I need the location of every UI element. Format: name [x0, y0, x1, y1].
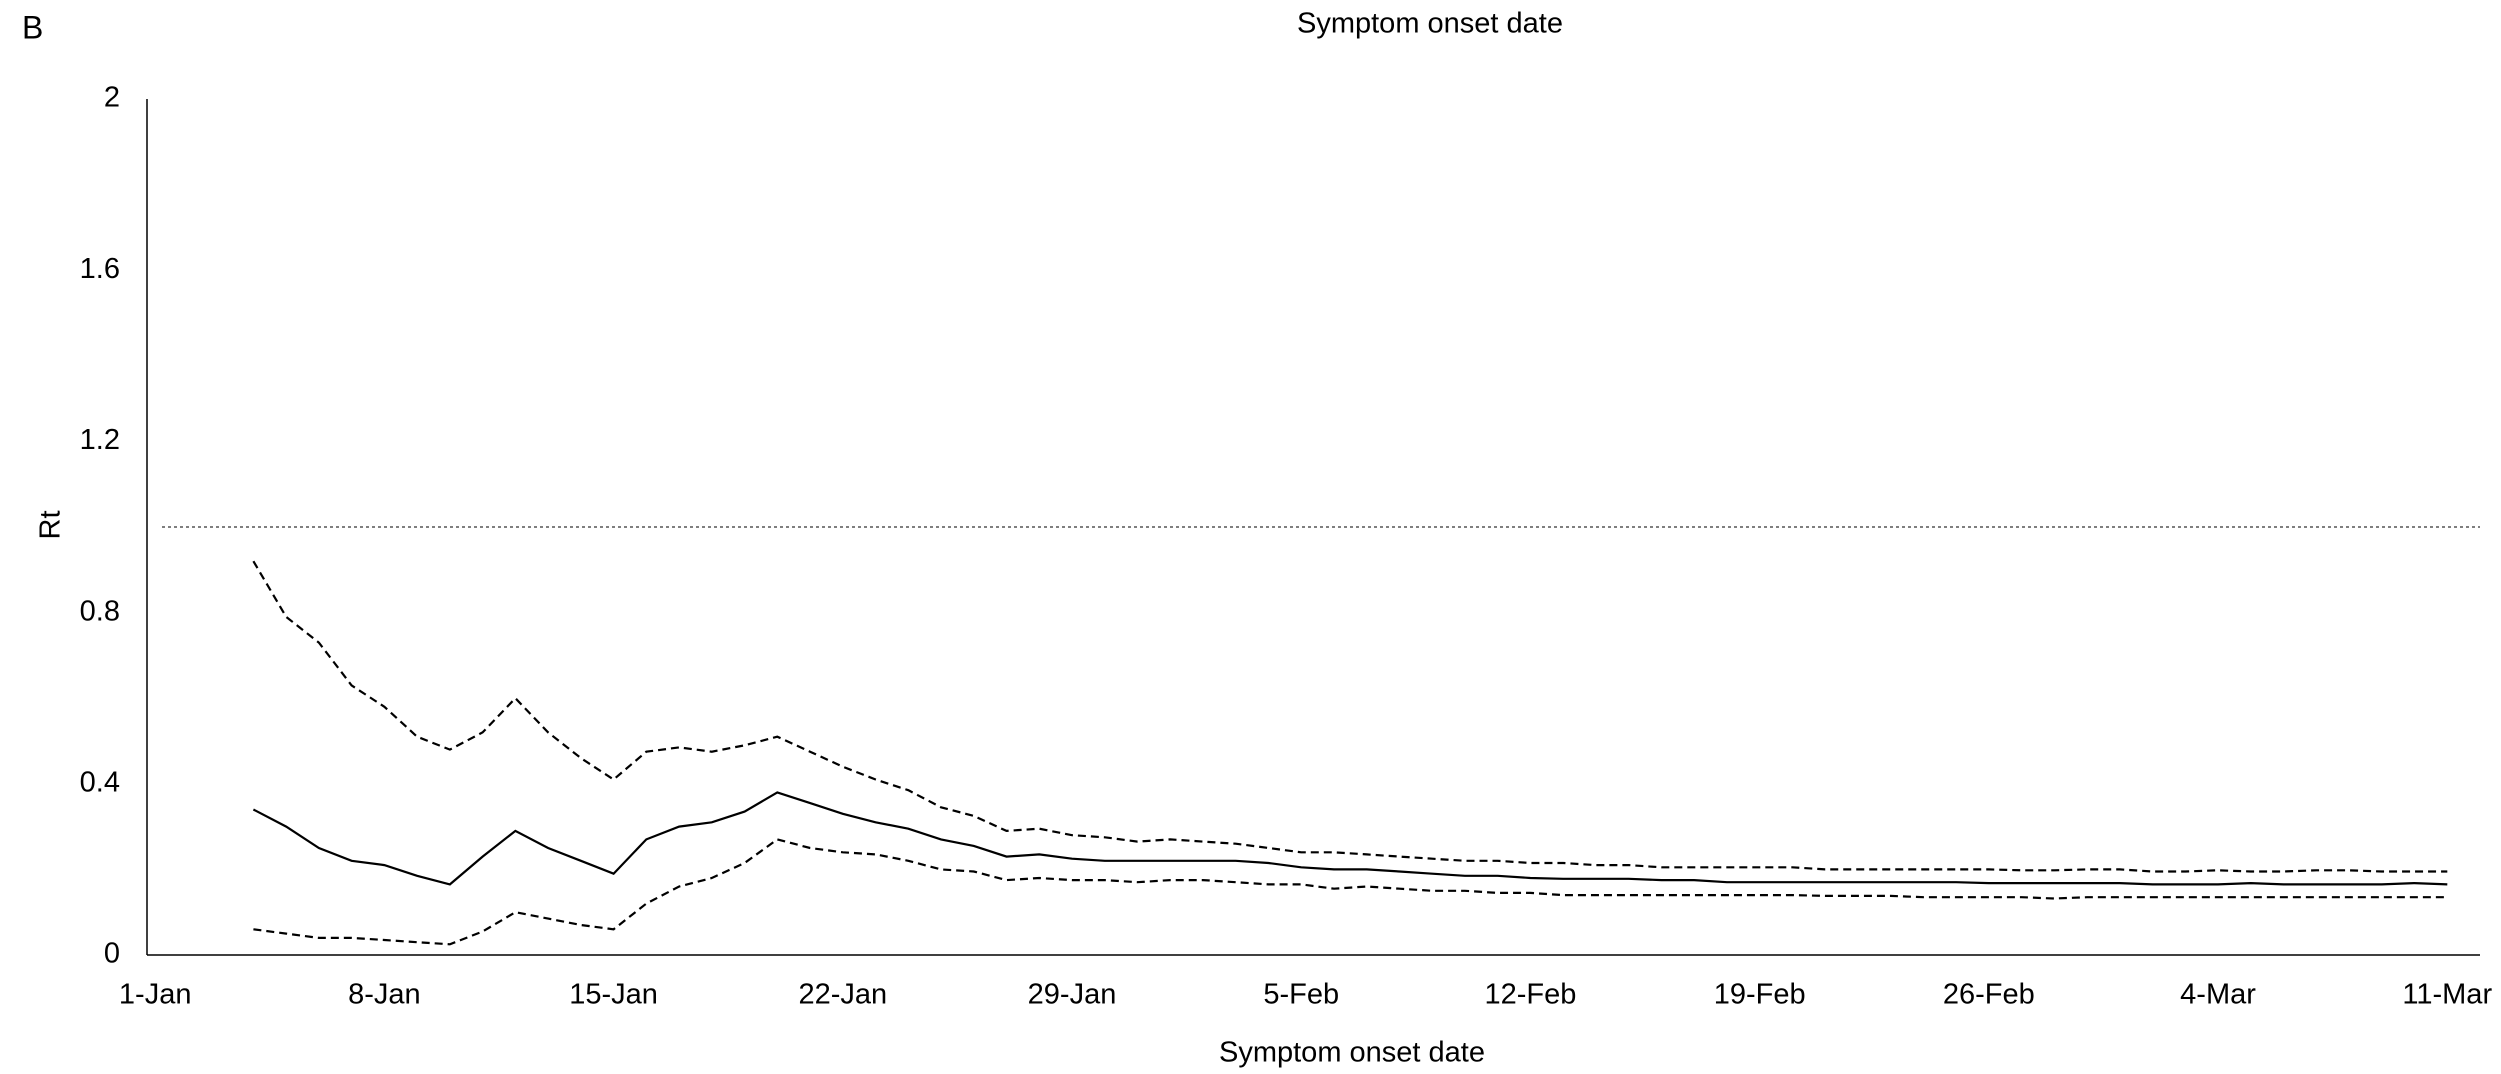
x-tick-label: 22-Jan	[798, 979, 887, 1011]
x-tick-label: 1-Jan	[119, 979, 192, 1011]
y-axis-label: Rt	[35, 511, 67, 540]
x-axis-label: Symptom onset date	[1219, 1037, 1485, 1069]
x-tick-label: 19-Feb	[1714, 979, 1806, 1011]
panel-label: B	[22, 9, 43, 45]
x-tick-label: 5-Feb	[1263, 979, 1339, 1011]
x-tick-label: 4-Mar	[2180, 979, 2256, 1011]
series-line	[252, 791, 2448, 886]
y-tick-label: 1.6	[80, 253, 120, 285]
y-tick-label: 2	[104, 82, 120, 114]
y-tick-label: 0.4	[80, 766, 120, 798]
x-tick-label: 29-Jan	[1028, 979, 1117, 1011]
x-tick-label: 11-Mar	[2402, 979, 2492, 1011]
y-tick-label: 1.2	[80, 424, 120, 456]
series-line	[253, 838, 2448, 946]
x-tick-label: 8-Jan	[348, 979, 421, 1011]
y-tick-label: 0.8	[80, 595, 120, 627]
x-tick-label: 12-Feb	[1484, 979, 1576, 1011]
chart-title: Symptom onset date	[1297, 8, 1563, 40]
x-tick-label: 26-Feb	[1943, 979, 2035, 1011]
series-line	[252, 560, 2448, 873]
y-tick-label: 0	[104, 938, 120, 970]
x-tick-label: 15-Jan	[569, 979, 658, 1011]
